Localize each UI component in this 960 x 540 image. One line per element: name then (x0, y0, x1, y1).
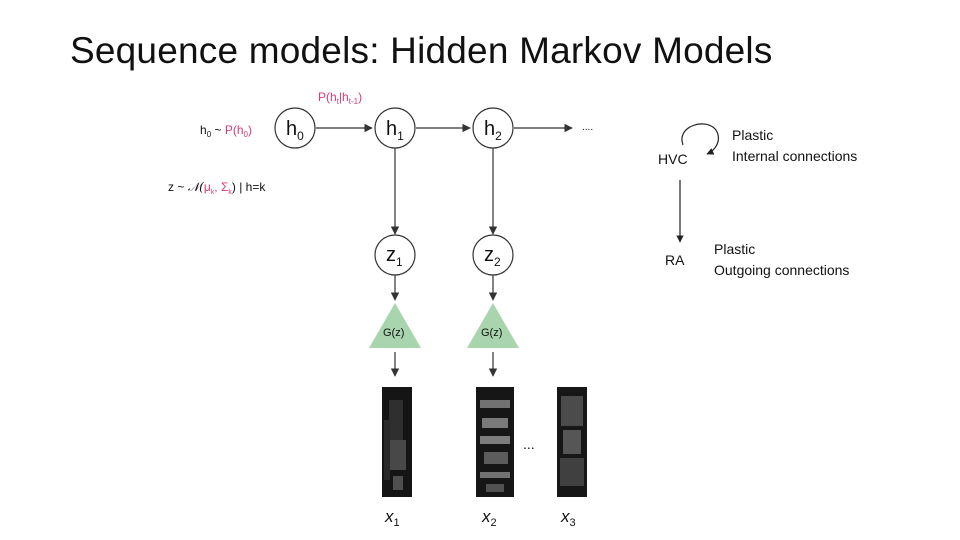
prior-label: h0 ~ P(h0) (200, 123, 252, 139)
output-label-x1: x1 (384, 507, 400, 529)
hvc-note-line2: Internal connections (732, 148, 857, 164)
hvc-label: HVC (658, 151, 688, 167)
slide-title: Sequence models: Hidden Markov Models (70, 30, 773, 71)
hidden-node-h2: h2 (472, 107, 514, 149)
ra-label: RA (665, 252, 685, 268)
svg-text:x2: x2 (481, 507, 497, 529)
svg-text:h1: h1 (386, 118, 404, 143)
generator-triangle-1: G(z) (369, 303, 421, 348)
svg-text:G(z): G(z) (481, 327, 502, 339)
svg-text:x3: x3 (560, 507, 576, 529)
outputs-ellipsis: ... (523, 436, 535, 452)
svg-text:z2: z2 (484, 244, 501, 269)
hidden-node-h0: h0 (274, 107, 316, 149)
ra-note-line2: Outgoing connections (714, 262, 849, 278)
svg-text:h0: h0 (286, 118, 304, 143)
output-label-x2: x2 (481, 507, 497, 529)
svg-text:P(ht|ht-1): P(ht|ht-1) (318, 90, 362, 106)
svg-text:x1: x1 (384, 507, 400, 529)
spectrogram-x3 (557, 387, 587, 497)
svg-text:G(z): G(z) (383, 327, 404, 339)
hvc-note-line1: Plastic (732, 127, 773, 143)
svg-text:h2: h2 (484, 118, 502, 143)
latent-node-z1: z1 (374, 234, 416, 276)
generator-triangle-2: G(z) (467, 303, 519, 348)
hvc-recurrent-arrow (681, 123, 719, 155)
svg-text:z1: z1 (386, 244, 403, 269)
circuit-diagram: HVC Plastic Internal connections RA Plas… (658, 123, 857, 278)
latent-node-z2: z2 (472, 234, 514, 276)
transition-label: P(ht|ht-1) (318, 90, 362, 106)
ra-note-line1: Plastic (714, 241, 755, 257)
output-label-x3: x3 (560, 507, 576, 529)
svg-text:z ~ 𝒩(μk, Σk) | h=k: z ~ 𝒩(μk, Σk) | h=k (168, 180, 266, 196)
hidden-node-h1: h1 (374, 107, 416, 149)
spectrogram-x2 (476, 387, 514, 497)
spectrogram-x1 (382, 387, 412, 497)
svg-text:h0 ~ P(h0): h0 ~ P(h0) (200, 123, 252, 139)
chain-continuation: .... (582, 122, 593, 133)
emission-label: z ~ 𝒩(μk, Σk) | h=k (168, 180, 266, 196)
